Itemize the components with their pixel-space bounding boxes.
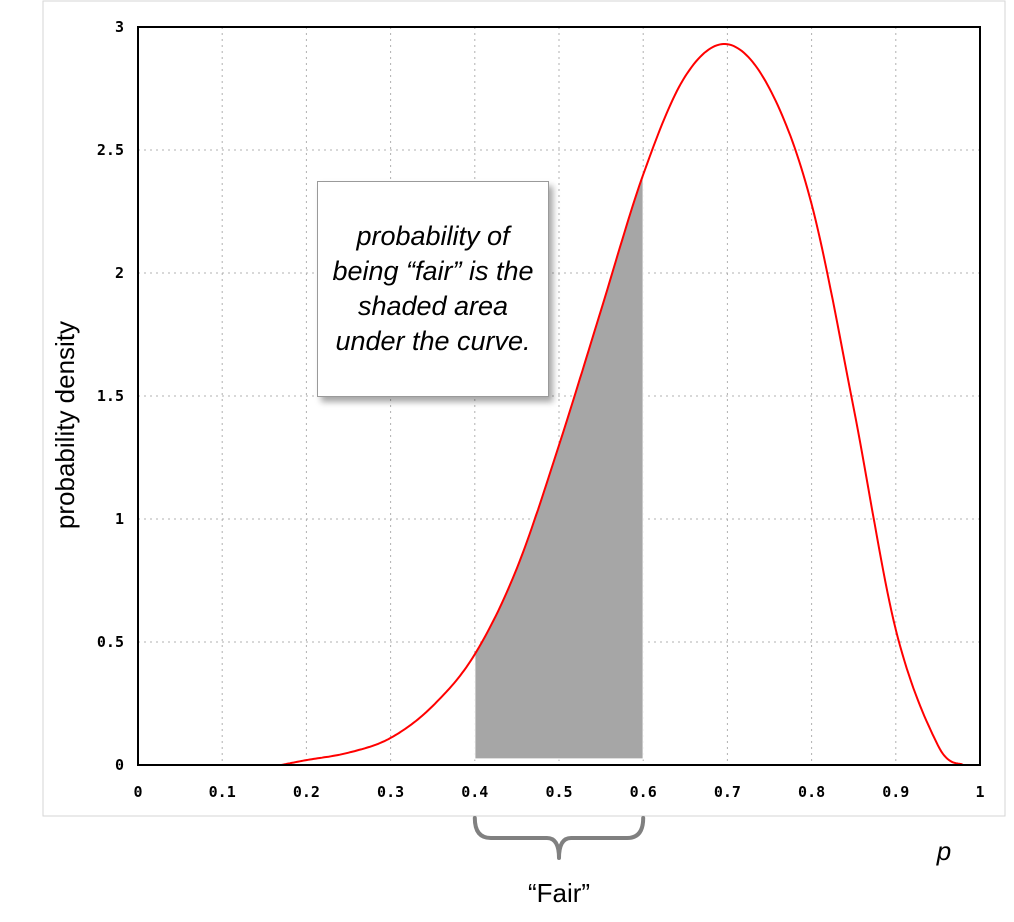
y-tick-label: 0	[115, 756, 124, 774]
x-tick-label: 0.8	[798, 783, 825, 801]
x-tick-label: 0.6	[630, 783, 657, 801]
fair-brace	[472, 816, 646, 860]
y-tick-label: 3	[115, 18, 124, 36]
y-axis-label: probability density	[50, 321, 80, 529]
figure-frame	[42, 0, 1006, 817]
x-tick-label: 0.3	[377, 783, 404, 801]
plot-border	[137, 26, 981, 766]
y-tick-label: 2.5	[97, 141, 124, 159]
x-tick-label: 0.1	[209, 783, 236, 801]
density-curve	[280, 43, 964, 766]
annotation-text: probability of being “fair” is the shade…	[332, 220, 534, 357]
x-tick-label: 1	[975, 783, 984, 801]
x-axis-label: p	[936, 836, 951, 866]
x-tick-label: 0	[133, 783, 142, 801]
fair-label: “Fair”	[528, 878, 590, 908]
y-tick-label: 1	[115, 510, 124, 528]
x-tick-label: 0.9	[882, 783, 909, 801]
x-tick-label: 0.2	[293, 783, 320, 801]
annotation-callout: probability of being “fair” is the shade…	[317, 181, 549, 397]
y-tick-label: 1.5	[97, 387, 124, 405]
tick-labels: 0 0.1 0.2 0.3 0.4 0.5 0.6 0.7 0.8 0.9 1 0 0.5 1 1.5 2 2.…	[97, 18, 985, 801]
x-tick-label: 0.5	[545, 783, 572, 801]
y-tick-label: 0.5	[97, 633, 124, 651]
y-tick-label: 2	[115, 264, 124, 282]
x-tick-label: 0.4	[461, 783, 488, 801]
x-tick-label: 0.7	[714, 783, 741, 801]
